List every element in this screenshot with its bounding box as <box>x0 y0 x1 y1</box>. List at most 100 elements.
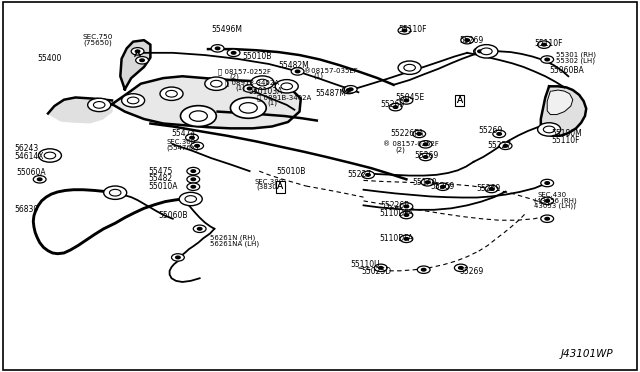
Circle shape <box>122 94 145 107</box>
Circle shape <box>160 87 183 100</box>
Circle shape <box>541 179 554 187</box>
Circle shape <box>424 156 428 158</box>
Circle shape <box>497 133 502 135</box>
Circle shape <box>131 48 144 55</box>
Circle shape <box>191 142 204 150</box>
Text: 55227: 55227 <box>488 141 512 150</box>
Circle shape <box>38 149 61 162</box>
Text: (1): (1) <box>268 100 278 106</box>
Text: 56243: 56243 <box>14 144 38 153</box>
Circle shape <box>187 167 200 175</box>
Circle shape <box>545 217 550 220</box>
Text: SEC.430: SEC.430 <box>538 192 567 198</box>
Text: A: A <box>456 96 463 105</box>
Circle shape <box>232 52 236 54</box>
Text: 54614X: 54614X <box>14 152 44 161</box>
Polygon shape <box>541 86 586 136</box>
Circle shape <box>136 57 148 64</box>
Text: 55269: 55269 <box>460 267 484 276</box>
Text: (38300): (38300) <box>256 183 284 190</box>
Circle shape <box>404 238 409 240</box>
Text: 55269: 55269 <box>380 100 404 109</box>
Circle shape <box>127 97 139 104</box>
Circle shape <box>195 145 200 147</box>
Circle shape <box>541 197 554 205</box>
Text: 55060B: 55060B <box>159 211 188 219</box>
Text: 5110DFA: 5110DFA <box>379 209 413 218</box>
Circle shape <box>211 45 224 52</box>
Text: 43053 (LH)): 43053 (LH)) <box>534 203 576 209</box>
Circle shape <box>239 103 257 113</box>
Circle shape <box>197 228 202 230</box>
Circle shape <box>191 170 196 172</box>
Circle shape <box>189 137 195 139</box>
Circle shape <box>436 183 449 190</box>
Text: (75650): (75650) <box>83 40 111 46</box>
Circle shape <box>393 106 398 109</box>
Circle shape <box>541 56 554 63</box>
Circle shape <box>400 203 413 210</box>
Circle shape <box>543 126 555 133</box>
Circle shape <box>187 183 200 190</box>
Text: 56261N (RH): 56261N (RH) <box>210 235 255 241</box>
Text: 56261NA (LH): 56261NA (LH) <box>210 240 259 247</box>
Circle shape <box>344 86 357 93</box>
Circle shape <box>475 45 498 58</box>
Polygon shape <box>120 40 150 89</box>
Text: 55269: 55269 <box>415 151 439 160</box>
Circle shape <box>347 89 351 92</box>
Circle shape <box>440 186 445 188</box>
Text: 56830: 56830 <box>14 205 38 214</box>
Circle shape <box>185 196 196 202</box>
Circle shape <box>400 235 413 243</box>
Circle shape <box>93 102 105 108</box>
Circle shape <box>413 130 426 138</box>
Circle shape <box>193 225 206 232</box>
Text: (1): (1) <box>236 84 246 91</box>
Circle shape <box>189 111 207 121</box>
Circle shape <box>541 215 554 222</box>
Circle shape <box>545 199 550 202</box>
Text: (43056 (RH): (43056 (RH) <box>534 198 577 204</box>
Circle shape <box>474 48 486 55</box>
Circle shape <box>179 192 202 206</box>
Circle shape <box>366 173 370 176</box>
Circle shape <box>465 39 470 42</box>
Text: 55496M: 55496M <box>211 25 242 34</box>
Circle shape <box>404 205 409 208</box>
Text: 55487M: 55487M <box>315 89 346 98</box>
Circle shape <box>227 49 240 57</box>
Circle shape <box>493 130 506 138</box>
Text: 55226P: 55226P <box>381 201 410 210</box>
Circle shape <box>342 86 355 94</box>
Text: ®08157-035EF: ®08157-035EF <box>304 68 358 74</box>
Circle shape <box>211 80 222 87</box>
Text: (2): (2) <box>229 74 239 80</box>
Text: ® 08157-0252F: ® 08157-0252F <box>383 141 438 147</box>
Text: 5110DFA: 5110DFA <box>379 234 413 243</box>
Circle shape <box>215 47 220 50</box>
Text: Ⓝ 08918-3402A: Ⓝ 08918-3402A <box>225 79 279 86</box>
Circle shape <box>404 214 409 217</box>
Text: 55227: 55227 <box>347 170 371 179</box>
Circle shape <box>281 83 292 90</box>
Text: SEC.750: SEC.750 <box>82 34 113 40</box>
Circle shape <box>166 90 177 97</box>
Text: 55045E: 55045E <box>396 93 425 102</box>
Circle shape <box>541 43 547 46</box>
Polygon shape <box>112 76 301 128</box>
Circle shape <box>140 59 145 62</box>
Circle shape <box>419 153 432 161</box>
Text: 55010B: 55010B <box>276 167 306 176</box>
Text: 55474: 55474 <box>172 129 196 138</box>
Circle shape <box>419 141 432 148</box>
Text: 55269: 55269 <box>477 185 501 193</box>
Circle shape <box>191 186 196 188</box>
Circle shape <box>499 142 512 150</box>
Circle shape <box>403 29 407 32</box>
Circle shape <box>275 80 298 93</box>
Circle shape <box>477 50 483 53</box>
Circle shape <box>538 123 561 136</box>
Text: A: A <box>277 182 284 191</box>
Circle shape <box>44 152 56 159</box>
